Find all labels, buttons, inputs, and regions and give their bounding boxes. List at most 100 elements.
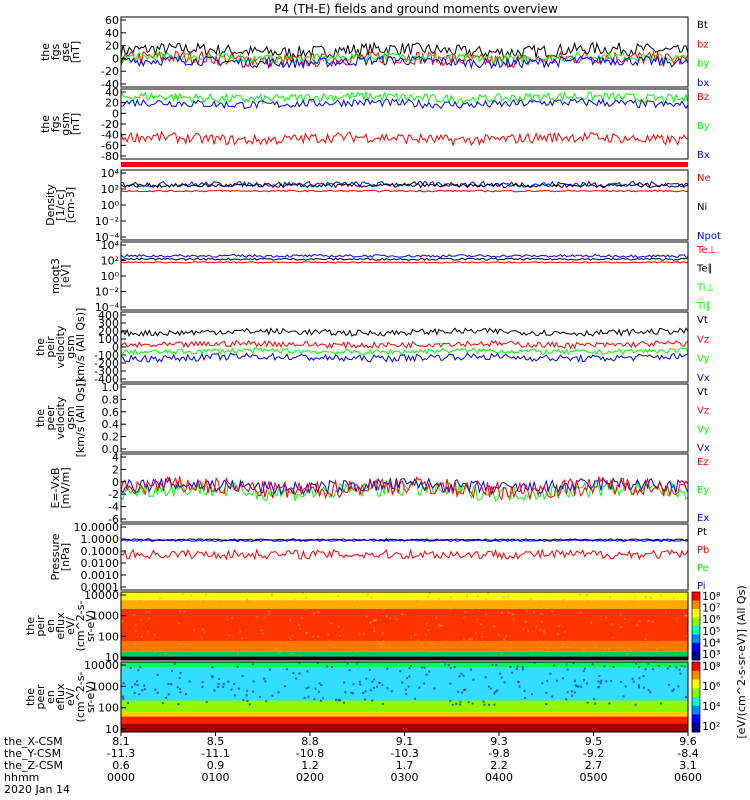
peir-eflux-cell bbox=[370, 596, 373, 599]
peir-eflux-cell bbox=[632, 603, 635, 606]
peir-eflux-frame bbox=[120, 591, 689, 661]
peir-eflux-cell bbox=[321, 604, 324, 607]
peer-velocity-ylabel: velocity bbox=[54, 396, 67, 439]
peir-eflux-cell bbox=[224, 606, 227, 609]
peer-eflux-cell bbox=[619, 680, 622, 683]
peer-eflux-cell bbox=[483, 703, 486, 706]
peer-eflux-cell bbox=[524, 696, 527, 699]
peir-eflux-cell bbox=[312, 612, 315, 615]
peir-eflux-cell bbox=[338, 634, 341, 637]
peer-eflux-cell bbox=[307, 695, 310, 698]
peer-eflux-cell bbox=[376, 685, 379, 688]
time-axis-value: -9.2 bbox=[583, 747, 604, 760]
peer-eflux-cell bbox=[227, 680, 230, 683]
peir-eflux-cell bbox=[633, 607, 636, 610]
peir-eflux-cell bbox=[425, 633, 428, 636]
peir-eflux-ytick-label: 100 bbox=[98, 630, 119, 643]
time-axis-value: 8.1 bbox=[112, 735, 130, 748]
peir-eflux-cell bbox=[121, 620, 124, 623]
colorbar-segment bbox=[692, 651, 700, 661]
peir-eflux-cell bbox=[623, 618, 626, 621]
colorbar-segment bbox=[692, 609, 700, 618]
peir-eflux-cell bbox=[484, 612, 487, 615]
peir-eflux-cell bbox=[189, 594, 192, 597]
time-axis-value: -10.3 bbox=[390, 747, 418, 760]
peer-velocity-ytick-label: 0.2 bbox=[102, 431, 120, 444]
colorbar-tick-label: 10⁸ bbox=[702, 660, 721, 673]
colorbar-tick-label: 10⁸ bbox=[702, 590, 721, 603]
peir-eflux-cell bbox=[425, 622, 428, 625]
peer-eflux-cell bbox=[509, 665, 512, 668]
peer-velocity-ytick-label: 0.0 bbox=[102, 443, 120, 456]
peir-eflux-cell bbox=[605, 616, 608, 619]
time-axis-value: 9.3 bbox=[490, 735, 508, 748]
peir-eflux-cell bbox=[369, 621, 372, 624]
peer-eflux-cell bbox=[586, 701, 589, 704]
peir-eflux-cell bbox=[358, 632, 361, 635]
pressure-legend: Pt Pb Pe Pi bbox=[697, 527, 709, 592]
peer-eflux-cell bbox=[348, 669, 351, 672]
peir-eflux-cell bbox=[430, 642, 433, 645]
efield-ytick-label: -6 bbox=[108, 513, 119, 526]
peir-eflux-cell bbox=[237, 652, 240, 655]
peir-velocity-series-Vz bbox=[120, 339, 689, 350]
peir-eflux-cell bbox=[289, 618, 292, 621]
peir-eflux-cell bbox=[291, 634, 294, 637]
peir-eflux-cell bbox=[271, 593, 274, 596]
time-axis-value: 0000 bbox=[107, 771, 135, 784]
legend-entry: Vx bbox=[697, 373, 710, 384]
peer-eflux-cell bbox=[179, 671, 182, 674]
peir-eflux-cell bbox=[582, 648, 585, 651]
peir-eflux-cell bbox=[227, 633, 230, 636]
peir-eflux-cell bbox=[505, 635, 508, 638]
peir-eflux-cell bbox=[435, 617, 438, 620]
peir-eflux-cell bbox=[202, 602, 205, 605]
legend-entry: Npot bbox=[697, 231, 721, 242]
peer-eflux-cell bbox=[335, 698, 338, 701]
peir-eflux-cell bbox=[437, 597, 440, 600]
peir-eflux-cell bbox=[450, 596, 453, 599]
pressure-ytick-label: 10.0000 bbox=[74, 521, 120, 534]
peer-eflux-cell bbox=[545, 703, 548, 706]
peer-eflux-cell bbox=[298, 662, 301, 665]
peir-eflux-cell bbox=[449, 601, 452, 604]
peir-eflux-cell bbox=[485, 598, 488, 601]
peer-eflux-cell bbox=[201, 685, 204, 688]
legend-entry: by bbox=[697, 59, 709, 70]
panels: Btbzbybx6040200-20-40thefgsgse[nT]BzByBx… bbox=[24, 14, 721, 736]
peer-eflux-cell bbox=[565, 663, 568, 666]
legend-entry: Ti∥ bbox=[696, 301, 711, 312]
efield-ytick-label: 0 bbox=[112, 476, 119, 489]
peir-eflux-cell bbox=[480, 635, 483, 638]
peir-eflux-cell bbox=[540, 612, 543, 615]
peir-eflux-cell bbox=[487, 592, 490, 595]
peer-eflux-cell bbox=[631, 677, 634, 680]
peir-eflux-cell bbox=[153, 633, 156, 636]
peer-eflux-cell bbox=[233, 682, 236, 685]
peer-eflux-cell bbox=[642, 675, 645, 678]
peir-eflux-cell bbox=[147, 617, 150, 620]
peir-eflux-cell bbox=[494, 606, 497, 609]
colorbar-label: [eV/(cm^2-s-sr-eV)] (All Qs) bbox=[735, 585, 748, 738]
peer-eflux-cell bbox=[252, 680, 255, 683]
peer-velocity-ylabel: [km/s (All Qs)] bbox=[74, 379, 87, 458]
time-axis-value: -11.1 bbox=[201, 747, 229, 760]
peer-eflux-cell bbox=[667, 683, 670, 686]
time-axis-value: 1.7 bbox=[396, 759, 414, 772]
peir-eflux-cell bbox=[532, 603, 535, 606]
peer-eflux-ytick-label: 10 bbox=[105, 723, 119, 736]
peer-eflux-cell bbox=[599, 682, 602, 685]
peer-eflux-cell bbox=[359, 683, 362, 686]
peir-eflux-cell bbox=[503, 638, 506, 641]
peir-eflux-cell bbox=[294, 598, 297, 601]
peer-eflux-cell bbox=[177, 703, 180, 706]
peir-eflux-ylabel: eflux bbox=[54, 612, 67, 640]
efield-ytick-label: -4 bbox=[108, 501, 119, 514]
peir-eflux-cell bbox=[604, 647, 607, 650]
peer-eflux-cell bbox=[637, 686, 640, 689]
peir-eflux-cell bbox=[179, 610, 182, 613]
peir-eflux-ylabel: en bbox=[44, 619, 57, 633]
peir-eflux-cell bbox=[183, 610, 186, 613]
colorbar-segment bbox=[692, 723, 700, 733]
peir-eflux-cell bbox=[300, 617, 303, 620]
